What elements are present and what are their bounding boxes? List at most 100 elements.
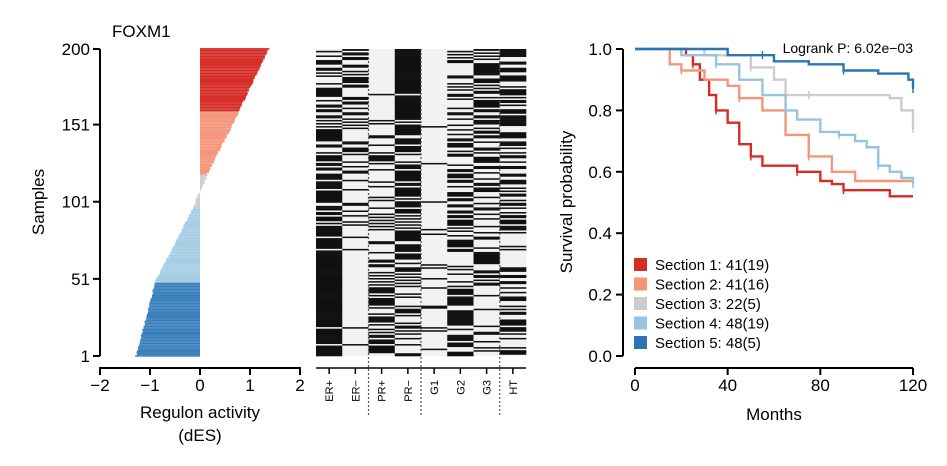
heatmap-cell (473, 288, 501, 291)
heatmap-cell (499, 285, 527, 288)
heatmap-cell (368, 245, 396, 248)
heatmap-cell (342, 286, 369, 289)
regulon-bar (200, 91, 248, 93)
heatmap-cell (421, 49, 448, 51)
regulon-bar (149, 302, 200, 305)
heatmap-cell (421, 329, 448, 332)
heatmap-col-label: ER− (350, 380, 362, 402)
clinical-heatmap: ER+ ER− PR+ PR− G1 G2 G3 HT (316, 49, 527, 415)
heatmap-cell (342, 133, 369, 136)
heatmap-cell (447, 270, 474, 272)
heatmap-cell (316, 339, 343, 341)
heatmap-cell (316, 165, 343, 168)
regulon-bar (200, 105, 242, 107)
heatmap-cell (421, 199, 448, 202)
heatmap-cell (499, 239, 527, 242)
heatmap-cell (316, 64, 343, 67)
heatmap-cell (473, 313, 501, 315)
heatmap-cell (473, 220, 501, 223)
regulon-bar (147, 308, 200, 311)
heatmap-cell (316, 81, 343, 84)
heatmap-cell (447, 239, 474, 242)
heatmap-cell (394, 176, 422, 179)
heatmap-cell (368, 88, 396, 91)
heatmap-cell (499, 185, 527, 188)
heatmap-cell (342, 75, 369, 77)
heatmap-cell (394, 151, 422, 154)
heatmap-cell (447, 188, 474, 191)
regulon-bar (187, 217, 200, 220)
heatmap-cell (394, 268, 422, 271)
heatmap-cell (499, 133, 527, 136)
regulon-bar (147, 313, 200, 315)
heatmap-cell (447, 150, 474, 153)
heatmap-cell (499, 72, 527, 74)
heatmap-cell (368, 139, 396, 142)
heatmap-cell (499, 99, 527, 102)
heatmap-cell (421, 223, 448, 226)
heatmap-cell (368, 205, 396, 208)
heatmap-cell (447, 73, 474, 76)
heatmap-cell (473, 127, 501, 130)
heatmap-cell (473, 270, 501, 272)
heatmap-cell (316, 352, 343, 355)
heatmap-cell (342, 164, 369, 166)
regulon-bar (191, 211, 200, 214)
regulon-bar (139, 342, 200, 345)
regulon-bar (200, 85, 252, 87)
heatmap-cell (368, 133, 396, 136)
regulon-bar (141, 333, 200, 336)
heatmap-cell (342, 173, 369, 176)
heatmap-cell (316, 308, 343, 311)
heatmap-cell (473, 289, 501, 292)
heatmap-cell (499, 233, 527, 236)
regulon-bar (195, 202, 200, 204)
heatmap-cell (473, 243, 501, 246)
heatmap-cell (394, 190, 422, 193)
heatmap-cell (316, 296, 343, 298)
heatmap-cell (368, 305, 396, 308)
heatmap-cell (473, 274, 501, 277)
heatmap-cell (421, 138, 448, 140)
heatmap-cell (342, 145, 369, 148)
km-legend: Section 1: 41(19)Section 2: 41(16)Sectio… (634, 257, 769, 352)
heatmap-cell (499, 296, 527, 298)
heatmap-cell (394, 50, 422, 53)
heatmap-cell (342, 342, 369, 345)
heatmap-cell (447, 282, 474, 285)
heatmap-cell (499, 283, 527, 286)
heatmap-cell (342, 265, 369, 268)
heatmap-cell (394, 205, 422, 208)
heatmap-cell (499, 245, 527, 248)
heatmap-cell (473, 52, 501, 54)
heatmap-cell (394, 110, 422, 113)
heatmap-cell (316, 93, 343, 96)
heatmap-cell (421, 134, 448, 137)
heatmap-cell (447, 237, 474, 240)
heatmap-cell (499, 62, 527, 65)
heatmap-cell (473, 50, 501, 53)
heatmap-cell (473, 216, 501, 219)
heatmap-cell (368, 104, 396, 107)
regulon-bar (144, 324, 200, 326)
heatmap-col-label: PR− (403, 380, 415, 402)
heatmap-cell (499, 68, 527, 71)
heatmap-cell (447, 308, 474, 311)
heatmap-cell (421, 214, 448, 217)
heatmap-cell (421, 116, 448, 119)
heatmap-cell (499, 216, 527, 219)
left-x-tick-label: 1 (245, 376, 254, 395)
heatmap-cell (473, 188, 501, 191)
heatmap-cell (316, 210, 343, 213)
heatmap-cell (421, 127, 448, 130)
heatmap-cell (342, 228, 369, 231)
heatmap-cell (447, 197, 474, 200)
heatmap-cell (447, 179, 474, 182)
heatmap-cell (499, 268, 527, 271)
regulon-bar (160, 270, 200, 272)
heatmap-cell (342, 187, 369, 189)
regulon-bar (200, 103, 242, 106)
heatmap-cell (368, 240, 396, 243)
heatmap-cell (447, 325, 474, 328)
heatmap-cell (394, 349, 422, 352)
